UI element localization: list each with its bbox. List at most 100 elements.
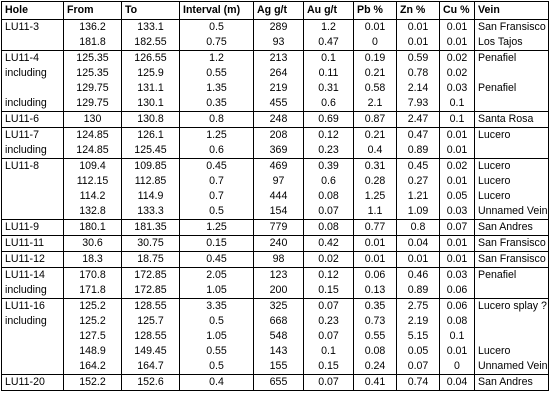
cell-hole <box>1 189 64 204</box>
cell-ag: 123 <box>253 267 304 283</box>
cell-to: 125.9 <box>121 66 180 81</box>
cell-ag: 98 <box>253 251 304 268</box>
cell-vein: San Fransisco <box>474 251 549 268</box>
cell-from: 125.35 <box>63 50 122 66</box>
cell-ag: 200 <box>253 283 304 299</box>
cell-au: 1.2 <box>303 19 354 35</box>
cell-hole <box>1 204 64 220</box>
cell-pb: 0.01 <box>353 19 397 35</box>
cell-vein <box>474 283 549 299</box>
cell-cu: 0.1 <box>439 111 475 128</box>
cell-from: 127.5 <box>63 329 122 344</box>
cell-zn: 0.74 <box>396 374 440 391</box>
cell-cu: 0.03 <box>439 81 475 96</box>
cell-hole: LU11-4 <box>1 50 64 66</box>
cell-cu: 0.01 <box>439 19 475 35</box>
table-row: LU11-4 125.35 126.55 1.2 213 0.1 0.19 0.59 0.02 P… <box>1 50 549 66</box>
cell-zn: 1.09 <box>396 204 440 220</box>
cell-interval: 0.8 <box>179 111 254 128</box>
cell-from: 132.8 <box>63 204 122 220</box>
cell-ag: 155 <box>253 359 304 375</box>
column-header-au: Au g/t <box>303 1 354 20</box>
cell-cu: 0.02 <box>439 50 475 66</box>
cell-from: 125.35 <box>63 66 122 81</box>
cell-pb: 1.25 <box>353 189 397 204</box>
cell-au: 0.31 <box>303 81 354 96</box>
cell-zn: 2.14 <box>396 81 440 96</box>
cell-cu: 0.02 <box>439 66 475 81</box>
cell-ag: 240 <box>253 235 304 252</box>
cell-to: 126.55 <box>121 50 180 66</box>
cell-to: 164.7 <box>121 359 180 375</box>
cell-zn: 0.01 <box>396 19 440 35</box>
cell-to: 182.55 <box>121 35 180 51</box>
cell-pb: 0 <box>353 35 397 51</box>
cell-interval: 0.15 <box>179 235 254 252</box>
cell-to: 128.55 <box>121 329 180 344</box>
cell-ag: 325 <box>253 298 304 314</box>
table-row: 181.8 182.55 0.75 93 0.47 0 0.01 0.01 Los Tajos <box>1 35 549 51</box>
cell-interval: 0.5 <box>179 359 254 375</box>
cell-zn: 0.89 <box>396 143 440 159</box>
table-row: 129.75 131.1 1.35 219 0.31 0.58 2.14 0.03 Penafi… <box>1 81 549 96</box>
cell-vein: Lucero <box>474 174 549 189</box>
cell-cu: 0.05 <box>439 189 475 204</box>
cell-cu: 0.01 <box>439 127 475 143</box>
cell-pb: 0.58 <box>353 81 397 96</box>
cell-pb: 0.77 <box>353 219 397 236</box>
cell-ag: 97 <box>253 174 304 189</box>
cell-pb: 0.06 <box>353 267 397 283</box>
cell-to: 125.7 <box>121 314 180 329</box>
cell-cu: 0 <box>439 359 475 375</box>
cell-pb: 0.55 <box>353 329 397 344</box>
cell-vein <box>474 143 549 159</box>
cell-to: 114.9 <box>121 189 180 204</box>
cell-to: 112.85 <box>121 174 180 189</box>
cell-vein: Lucero <box>474 127 549 143</box>
cell-interval: 0.5 <box>179 314 254 329</box>
column-header-hole: Hole <box>1 1 64 20</box>
header-row: Hole From To Interval (m) Ag g/t Au g/t … <box>1 1 549 20</box>
cell-interval: 2.05 <box>179 267 254 283</box>
cell-vein: Penafiel <box>474 267 549 283</box>
cell-cu: 0.04 <box>439 374 475 391</box>
assay-results-table: Hole From To Interval (m) Ag g/t Au g/t … <box>1 1 549 391</box>
table-row: including 125.35 125.9 0.55 264 0.11 0.21 0.78 0… <box>1 66 549 81</box>
table-row: 148.9 149.45 0.55 143 0.1 0.08 0.05 0.01 Lucero <box>1 344 549 359</box>
cell-hole: LU11-7 <box>1 127 64 143</box>
cell-cu: 0.03 <box>439 267 475 283</box>
cell-cu: 0.02 <box>439 158 475 174</box>
cell-hole: LU11-12 <box>1 251 64 268</box>
cell-interval: 0.4 <box>179 374 254 391</box>
cell-zn: 0.01 <box>396 35 440 51</box>
cell-zn: 0.78 <box>396 66 440 81</box>
cell-pb: 0.28 <box>353 174 397 189</box>
cell-to: 131.1 <box>121 81 180 96</box>
cell-hole: LU11-20 <box>1 374 64 391</box>
column-header-zn: Zn % <box>396 1 440 20</box>
cell-from: 112.15 <box>63 174 122 189</box>
cell-from: 114.2 <box>63 189 122 204</box>
cell-cu: 0.03 <box>439 204 475 220</box>
cell-cu: 0.1 <box>439 96 475 112</box>
cell-from: 152.2 <box>63 374 122 391</box>
table-row: LU11-6 130 130.8 0.8 248 0.69 0.87 2.47 0.1 Santa… <box>1 111 549 128</box>
cell-to: 128.55 <box>121 298 180 314</box>
cell-ag: 289 <box>253 19 304 35</box>
cell-au: 0.07 <box>303 374 354 391</box>
cell-cu: 0.06 <box>439 283 475 299</box>
table-row: LU11-20 152.2 152.6 0.4 655 0.07 0.41 0.74 0.04 S… <box>1 374 549 391</box>
cell-vein: San Andres <box>474 219 549 236</box>
cell-from: 129.75 <box>63 96 122 112</box>
cell-interval: 1.35 <box>179 81 254 96</box>
cell-cu: 0.01 <box>439 344 475 359</box>
table-body: LU11-3 136.2 133.1 0.5 289 1.2 0.01 0.01 0.01 San… <box>1 19 549 391</box>
cell-from: 129.75 <box>63 81 122 96</box>
cell-cu: 0.01 <box>439 235 475 252</box>
table-row: LU11-14 170.8 172.85 2.05 123 0.12 0.06 0.46 0.0… <box>1 267 549 283</box>
cell-vein: San Fransisco <box>474 235 549 252</box>
cell-au: 0.15 <box>303 283 354 299</box>
cell-pb: 0.13 <box>353 283 397 299</box>
cell-vein: Lucero <box>474 189 549 204</box>
table-row: LU11-8 109.4 109.85 0.45 469 0.39 0.31 0.45 0.02… <box>1 158 549 174</box>
